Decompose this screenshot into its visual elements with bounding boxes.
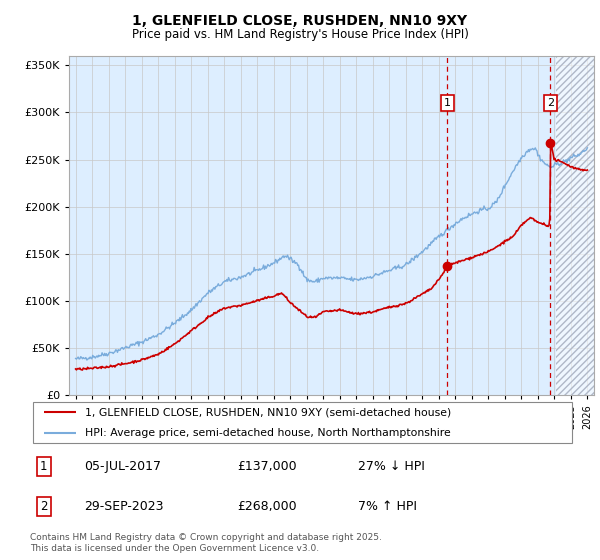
- Text: 05-JUL-2017: 05-JUL-2017: [85, 460, 161, 473]
- Text: 2: 2: [40, 500, 47, 513]
- Text: £137,000: £137,000: [238, 460, 297, 473]
- Text: 2: 2: [547, 98, 554, 108]
- Text: 1, GLENFIELD CLOSE, RUSHDEN, NN10 9XY: 1, GLENFIELD CLOSE, RUSHDEN, NN10 9XY: [133, 14, 467, 28]
- Text: 7% ↑ HPI: 7% ↑ HPI: [358, 500, 416, 513]
- Text: 27% ↓ HPI: 27% ↓ HPI: [358, 460, 424, 473]
- Bar: [556, 56, 600, 395]
- Text: Contains HM Land Registry data © Crown copyright and database right 2025.
This d: Contains HM Land Registry data © Crown c…: [30, 533, 382, 553]
- FancyBboxPatch shape: [33, 402, 572, 444]
- Text: 1, GLENFIELD CLOSE, RUSHDEN, NN10 9XY (semi-detached house): 1, GLENFIELD CLOSE, RUSHDEN, NN10 9XY (s…: [85, 408, 451, 418]
- Text: 1: 1: [444, 98, 451, 108]
- Text: HPI: Average price, semi-detached house, North Northamptonshire: HPI: Average price, semi-detached house,…: [85, 428, 451, 438]
- Text: Price paid vs. HM Land Registry's House Price Index (HPI): Price paid vs. HM Land Registry's House …: [131, 28, 469, 41]
- Text: 1: 1: [40, 460, 47, 473]
- Text: 29-SEP-2023: 29-SEP-2023: [85, 500, 164, 513]
- Bar: [556, 56, 600, 395]
- Text: £268,000: £268,000: [238, 500, 297, 513]
